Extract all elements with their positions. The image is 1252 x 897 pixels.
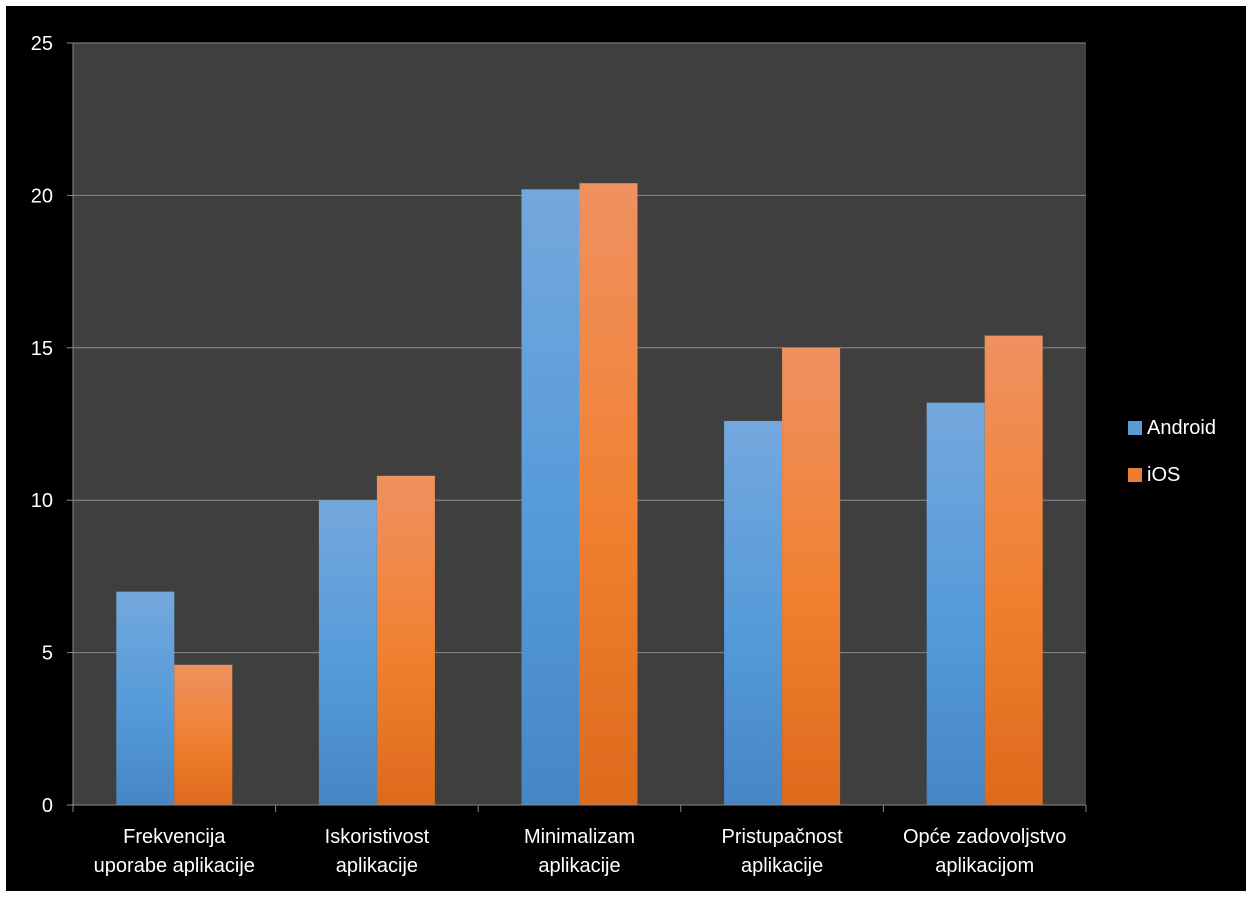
x-category-label: Frekvencija uporabe aplikacije <box>94 826 255 877</box>
x-category-label-line: aplikacije <box>538 855 620 877</box>
x-category-label-line: Minimalizam <box>524 826 635 848</box>
legend-swatch-ios <box>1128 468 1142 482</box>
x-category-label: Pristupačnost aplikacije <box>722 826 844 877</box>
x-category-label: Iskoristivost aplikacije <box>325 826 430 877</box>
chart-area: 0 5 10 15 20 25 Frekvencija uporabe aplikacije I… <box>6 6 1246 891</box>
legend-label-ios: iOS <box>1147 464 1180 486</box>
legend-swatch-android <box>1128 421 1142 435</box>
x-category-label-line: Opće zadovoljstvo <box>903 826 1066 848</box>
y-tick-label: 10 <box>31 490 53 512</box>
x-category-label-line: aplikacije <box>741 855 823 877</box>
bar-android-2 <box>521 189 580 805</box>
x-category-label-line: aplikacijom <box>935 855 1034 877</box>
bar-ios-3 <box>782 347 841 805</box>
x-category-label: Minimalizam aplikacije <box>524 826 635 877</box>
bar-ios-0 <box>174 664 233 805</box>
legend-label-android: Android <box>1147 417 1216 439</box>
bar-android-4 <box>926 402 985 805</box>
legend: Android iOS <box>1128 417 1216 486</box>
bar-android-1 <box>318 500 377 805</box>
y-tick-label: 25 <box>31 33 53 55</box>
bars <box>116 183 1043 805</box>
bar-android-3 <box>724 420 783 805</box>
bar-ios-1 <box>376 475 435 805</box>
bar-android-0 <box>116 591 175 805</box>
axes <box>67 42 1087 812</box>
x-category-label-line: Frekvencija <box>123 826 226 848</box>
bar-ios-2 <box>579 183 638 805</box>
x-category-label-line: Pristupačnost <box>722 826 844 848</box>
y-tick-label: 0 <box>42 795 53 817</box>
x-category-label-line: aplikacije <box>336 855 418 877</box>
y-tick-label: 15 <box>31 338 53 360</box>
bar-ios-4 <box>984 335 1043 805</box>
x-category-label-line: uporabe aplikacije <box>94 855 255 877</box>
y-tick-label: 5 <box>42 643 53 665</box>
bar-chart: 0 5 10 15 20 25 Frekvencija uporabe aplikacije I… <box>31 33 1216 877</box>
labels: 0 5 10 15 20 25 Frekvencija uporabe aplikacije I… <box>31 33 1067 877</box>
y-tick-label: 20 <box>31 185 53 207</box>
x-category-label-line: Iskoristivost <box>325 826 430 848</box>
x-category-label: Opće zadovoljstvo aplikacijom <box>903 826 1066 877</box>
